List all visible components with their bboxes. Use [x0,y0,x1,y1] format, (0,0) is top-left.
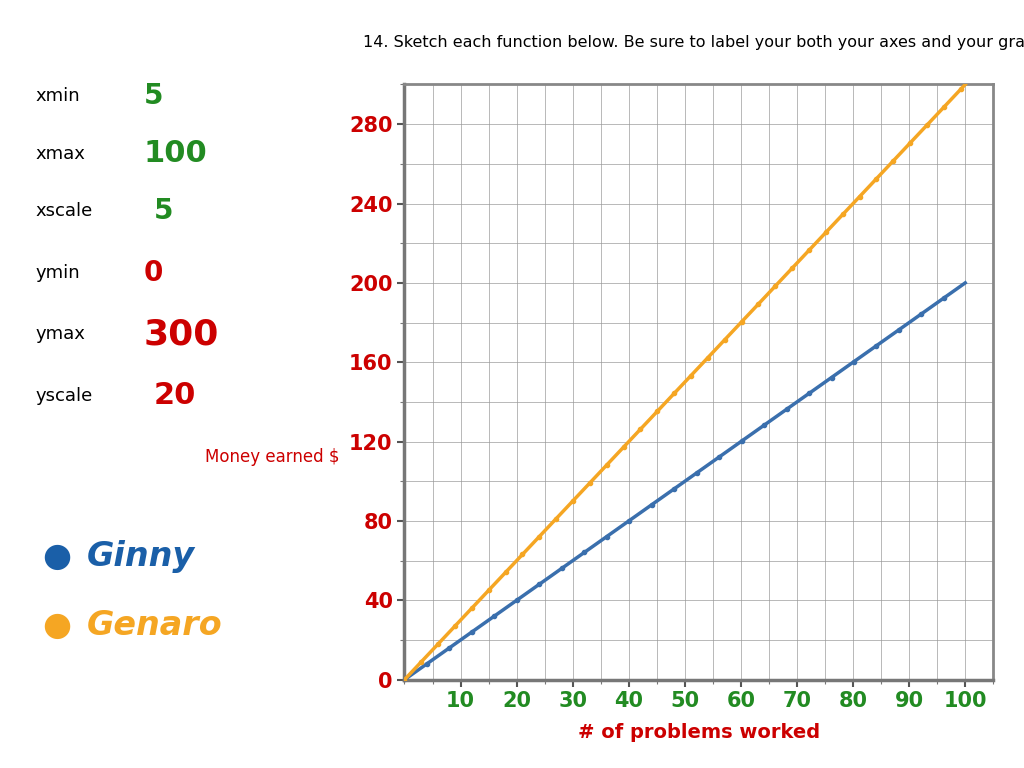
Text: xmin: xmin [36,87,81,105]
Text: Money earned $: Money earned $ [205,448,339,466]
Text: 0: 0 [143,259,163,286]
Text: xmax: xmax [36,144,86,163]
Text: 14. Sketch each function below. Be sure to label your both your axes and your gr: 14. Sketch each function below. Be sure … [362,35,1024,50]
Text: ●: ● [42,610,71,642]
Text: xscale: xscale [36,202,93,220]
Text: 20: 20 [154,381,196,410]
Text: ymax: ymax [36,325,86,343]
Text: yscale: yscale [36,386,93,405]
Text: Genaro: Genaro [87,610,222,642]
Text: 5: 5 [143,82,163,110]
X-axis label: # of problems worked: # of problems worked [578,723,820,742]
Text: ●: ● [42,541,71,573]
Text: 100: 100 [143,139,207,168]
Text: ymin: ymin [36,263,81,282]
Text: Ginny: Ginny [87,541,196,573]
Text: 300: 300 [143,317,219,351]
Text: 5: 5 [154,197,173,225]
